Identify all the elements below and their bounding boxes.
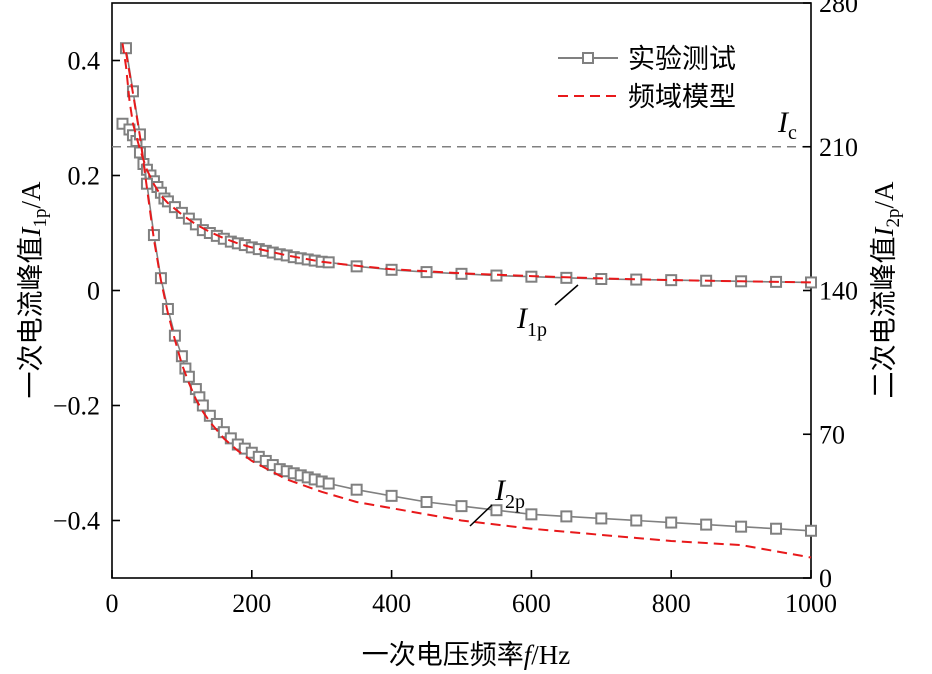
y-left-title-text: 一次电流峰值 (16, 237, 47, 399)
ic-label-var: I (777, 106, 790, 139)
y-right-tick-label: 0 (819, 564, 832, 593)
data-point-I2p (322, 477, 335, 490)
y-right-axis-title: 二次电流峰值I2p/A (869, 181, 904, 399)
data-point-I2p (420, 496, 433, 509)
data-point-I2p (805, 524, 817, 537)
series-line-I1p-model (121, 43, 812, 284)
x-axis-title: 一次电压频率f/Hz (362, 640, 571, 671)
y-right-title-var: I (869, 226, 899, 238)
i2p-sub: 2p (505, 491, 525, 513)
legend: 实验测试 频域模型 (558, 44, 736, 113)
y-right-title-unit: /A (869, 181, 899, 209)
ic-label-sub: c (788, 122, 797, 144)
data-point-I2p (735, 520, 748, 533)
legend-label-model: 频域模型 (628, 82, 736, 113)
i2p-pointer (469, 504, 493, 527)
x-axis-title-text: 一次电压频率 (362, 640, 524, 671)
legend-marker-test (582, 52, 594, 64)
x-tick-label: 600 (512, 589, 551, 618)
series-layer (116, 42, 817, 559)
x-axis-title-unit: /Hz (531, 640, 570, 670)
i2p-var: I (494, 474, 507, 507)
data-point-I2p (350, 483, 363, 496)
x-tick-label: 400 (372, 589, 411, 618)
data-point-I2p (700, 518, 713, 531)
annotation-i1p: I1p (516, 302, 547, 341)
data-point-I2p (525, 508, 538, 521)
y-left-title-var: I (16, 226, 46, 238)
ticks-layer: 0 200 400 600 800 1000 −0.4 −0.2 0 0.2 0.4 0 70 140 21… (53, 0, 858, 618)
i1p-var: I (516, 302, 529, 335)
y-left-axis-title: 一次电流峰值I1p/A (16, 181, 51, 399)
data-point-I2p (490, 504, 503, 517)
data-point-I2p (665, 516, 678, 529)
y-right-tick-label: 210 (819, 133, 858, 162)
data-point-I2p (630, 514, 643, 527)
data-point-I2p (770, 522, 783, 535)
y-right-tick-label: 70 (819, 420, 845, 449)
y-right-tick-label: 280 (819, 0, 858, 18)
y-right-title-sub: 2p (883, 209, 904, 228)
data-point-I2p (224, 432, 237, 445)
i1p-sub: 1p (527, 319, 547, 341)
data-point-I2p (560, 510, 573, 523)
reference-line-ic-label: Ic (777, 106, 797, 144)
data-point-I2p (385, 489, 398, 502)
i1p-pointer (554, 284, 579, 306)
series-line-I2p-model (125, 52, 812, 559)
y-right-title-text: 二次电流峰值 (869, 237, 900, 399)
x-tick-label: 0 (106, 589, 119, 618)
x-tick-label: 800 (652, 589, 691, 618)
y-left-tick-label: 0.2 (68, 162, 101, 191)
data-point-I2p (196, 399, 209, 412)
data-point-I2p (455, 500, 468, 513)
annotation-i2p: I2p (494, 474, 525, 513)
x-tick-label: 200 (232, 589, 271, 618)
y-left-tick-label: −0.4 (53, 507, 100, 536)
y-left-title-unit: /A (16, 181, 46, 209)
y-left-tick-label: 0 (87, 277, 100, 306)
y-left-tick-label: 0.4 (68, 47, 101, 76)
y-left-tick-label: −0.2 (53, 392, 100, 421)
data-point-I2p (175, 350, 188, 363)
series-line-I1p-test (121, 123, 812, 284)
data-point-I2p (595, 512, 608, 525)
x-axis-title-var: f (524, 640, 535, 670)
legend-label-test: 实验测试 (628, 44, 736, 75)
x-tick-label: 1000 (785, 589, 837, 618)
y-right-tick-label: 140 (819, 277, 858, 306)
y-left-title-sub: 1p (30, 209, 51, 228)
series-line-I2p-test (125, 48, 812, 532)
